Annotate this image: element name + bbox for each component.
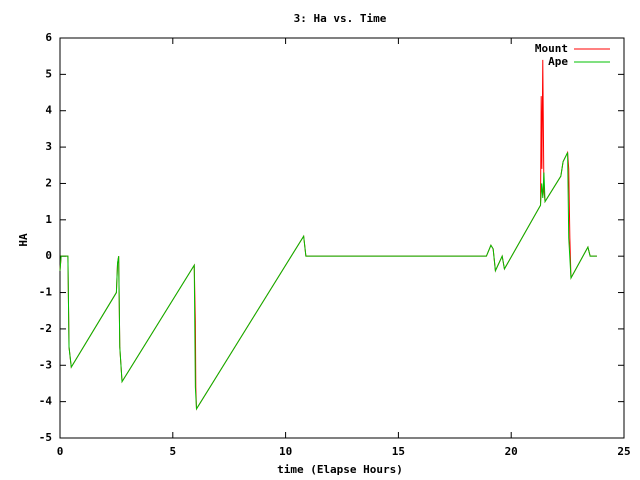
y-tick-label: -1 [39,286,53,299]
y-tick-label: -3 [39,358,52,371]
y-tick-label: 0 [45,249,52,262]
y-tick-label: 2 [45,176,52,189]
y-tick-label: 3 [45,140,52,153]
legend-label: Ape [548,55,568,68]
legend-label: Mount [535,42,568,55]
y-tick-label: -2 [39,322,52,335]
x-axis-label: time (Elapse Hours) [277,463,403,476]
x-tick-label: 15 [392,445,405,458]
y-tick-label: 6 [45,31,52,44]
y-tick-label: 1 [45,213,52,226]
x-tick-label: 20 [505,445,518,458]
y-tick-label: 5 [45,67,52,80]
y-axis-label: HA [17,233,30,247]
data-line [59,59,597,411]
chart-title: 3: Ha vs. Time [294,12,387,25]
plot-border [59,37,625,439]
x-tick-label: 5 [169,445,176,458]
x-tick-label: 25 [617,445,630,458]
y-tick-label: 4 [45,104,52,117]
y-tick-label: -5 [39,431,52,444]
x-tick-label: 0 [57,445,64,458]
data-line [59,152,597,411]
x-tick-label: 10 [279,445,292,458]
y-tick-label: -4 [39,395,53,408]
